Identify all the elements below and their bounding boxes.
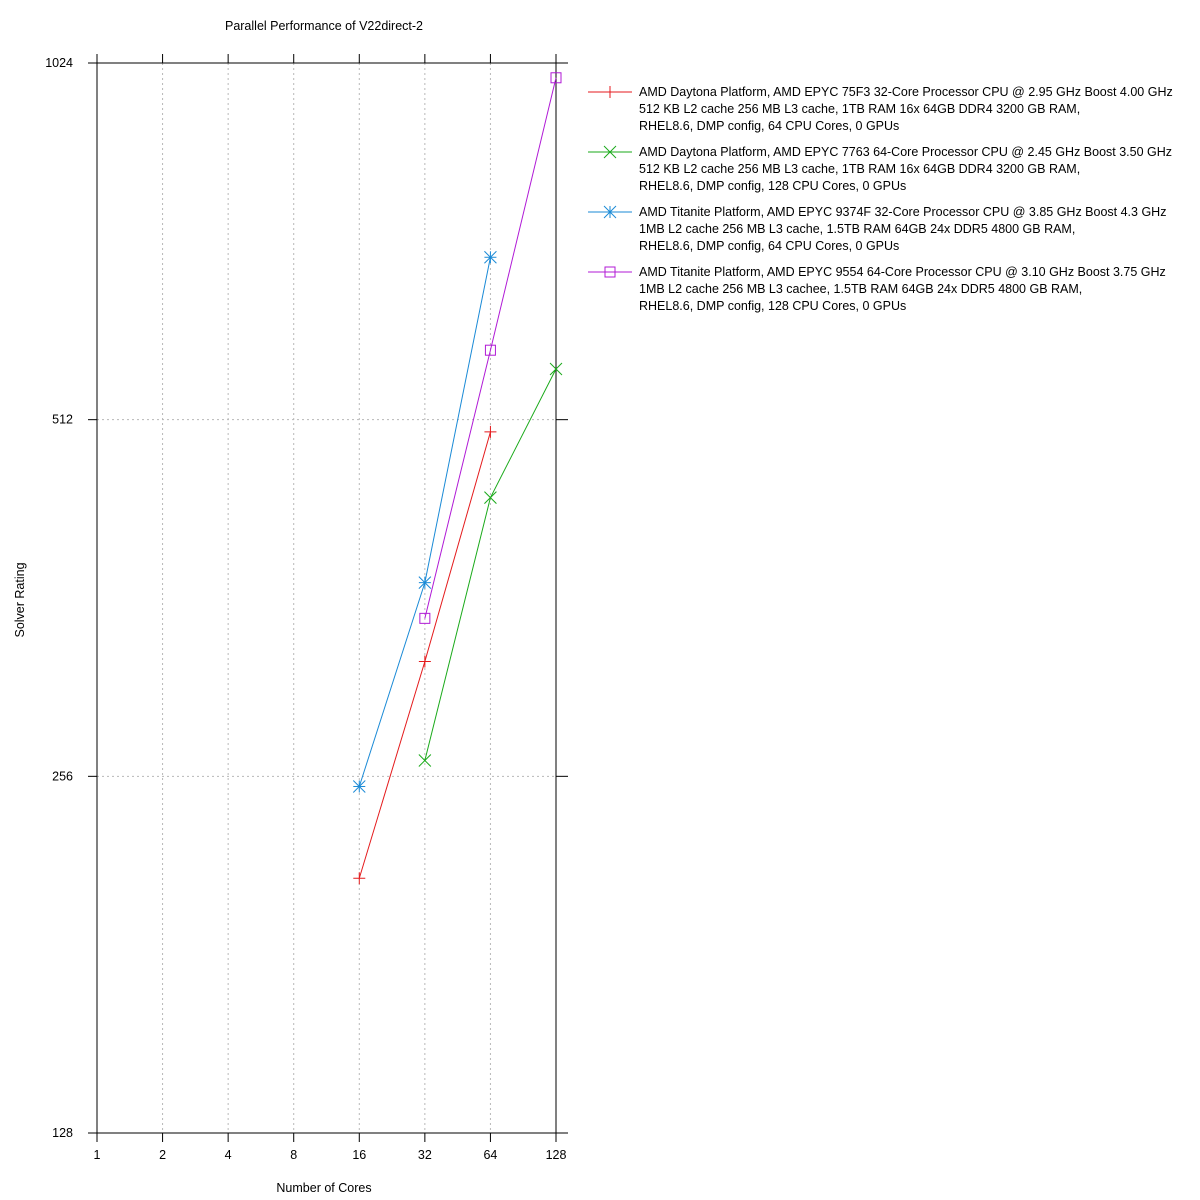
x-marker (603, 145, 617, 159)
legend-label: RHEL8.6, DMP config, 64 CPU Cores, 0 GPU… (639, 239, 899, 253)
legend-label: AMD Titanite Platform, AMD EPYC 9374F 32… (639, 205, 1166, 219)
legend-label: 1MB L2 cache 256 MB L3 cache, 1.5TB RAM … (639, 222, 1075, 236)
marker-stroke (352, 780, 366, 793)
marker-stroke (603, 145, 617, 159)
x-axis-label: Number of Cores (276, 1181, 371, 1195)
asterisk-marker (484, 250, 497, 264)
x-tick-label: 2 (159, 1148, 166, 1162)
asterisk-marker (418, 576, 432, 590)
marker-stroke (418, 754, 432, 767)
series-1 (353, 425, 497, 885)
series-layer (352, 72, 563, 885)
grid (97, 63, 556, 1133)
series-4 (419, 72, 562, 624)
square-marker (484, 344, 496, 356)
x-tick-label: 128 (546, 1148, 567, 1162)
y-tick-label: 128 (52, 1126, 73, 1140)
x-tick-label: 16 (352, 1148, 366, 1162)
plus-marker (353, 872, 366, 885)
legend-label: RHEL8.6, DMP config, 128 CPU Cores, 0 GP… (639, 179, 906, 193)
square-marker (419, 612, 431, 624)
legend-entry-4: AMD Titanite Platform, AMD EPYC 9554 64-… (588, 265, 1166, 313)
legend: AMD Daytona Platform, AMD EPYC 75F3 32-C… (588, 85, 1173, 313)
chart-title: Parallel Performance of V22direct-2 (225, 19, 423, 33)
marker-stroke (549, 362, 563, 376)
marker-stroke (418, 576, 432, 590)
y-tick-label: 512 (52, 413, 73, 427)
legend-entry-2: AMD Daytona Platform, AMD EPYC 7763 64-C… (588, 145, 1172, 193)
legend-label: AMD Daytona Platform, AMD EPYC 75F3 32-C… (639, 85, 1173, 99)
x-marker (418, 754, 432, 767)
square-marker (604, 266, 616, 278)
square-marker (550, 72, 562, 84)
axes: 1 2 4 8 16 32 64 128 128 256 512 1024 (45, 54, 568, 1162)
x-tick-label: 8 (290, 1148, 297, 1162)
asterisk-marker (352, 780, 366, 793)
plus-marker (484, 425, 497, 438)
series-2 (418, 362, 563, 767)
x-tick-label: 1 (94, 1148, 101, 1162)
legend-label: RHEL8.6, DMP config, 64 CPU Cores, 0 GPU… (639, 119, 899, 133)
legend-label: 512 KB L2 cache 256 MB L3 cache, 1TB RAM… (639, 102, 1080, 116)
y-axis-label: Solver Rating (13, 562, 27, 637)
x-tick-label: 32 (418, 1148, 432, 1162)
series-line (358, 257, 491, 787)
y-tick-label: 256 (52, 769, 73, 783)
plus-marker (418, 655, 431, 668)
legend-entry-3: AMD Titanite Platform, AMD EPYC 9374F 32… (588, 205, 1166, 253)
plus-marker (604, 86, 616, 98)
legend-label: AMD Titanite Platform, AMD EPYC 9554 64-… (639, 265, 1166, 279)
series-3 (352, 250, 497, 793)
plot-frame (96, 62, 557, 1134)
legend-label: 512 KB L2 cache 256 MB L3 cache, 1TB RAM… (639, 162, 1080, 176)
x-marker (484, 491, 497, 505)
legend-label: AMD Daytona Platform, AMD EPYC 7763 64-C… (639, 145, 1172, 159)
legend-label: 1MB L2 cache 256 MB L3 cachee, 1.5TB RAM… (639, 282, 1082, 296)
x-tick-label: 64 (483, 1148, 497, 1162)
legend-entry-1: AMD Daytona Platform, AMD EPYC 75F3 32-C… (588, 85, 1173, 133)
x-tick-label: 4 (225, 1148, 232, 1162)
x-marker (549, 362, 563, 376)
y-tick-label: 1024 (45, 56, 73, 70)
marker-stroke (484, 250, 497, 264)
marker-stroke (484, 491, 497, 505)
asterisk-marker (603, 205, 617, 219)
legend-label: RHEL8.6, DMP config, 128 CPU Cores, 0 GP… (639, 299, 906, 313)
series-line (424, 77, 557, 619)
marker-stroke (603, 205, 617, 219)
